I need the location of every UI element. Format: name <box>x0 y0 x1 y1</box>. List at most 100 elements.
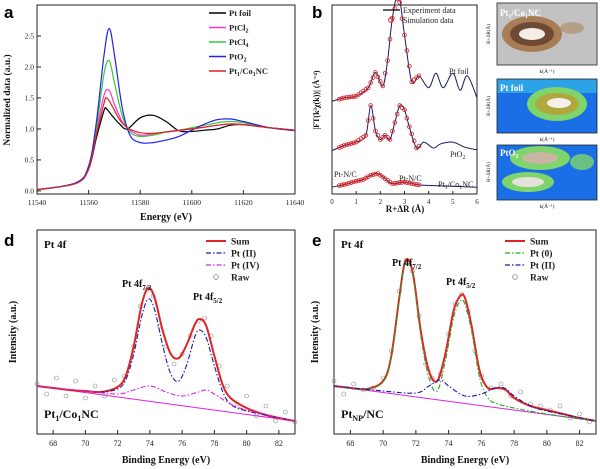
a-xtick-label-11560: 11560 <box>79 198 98 207</box>
b-sim-point-pt1-co1nc <box>416 182 422 188</box>
b-sim-point-pt1-co1nc <box>346 180 352 186</box>
b-sim-point-pt1-co1nc <box>368 172 373 178</box>
d-legend-label-sum: Sum <box>231 238 250 248</box>
panel-d-peak-2: Pt 4f5/2 <box>193 292 223 305</box>
b-sim-point-pt1-co1nc <box>361 177 366 182</box>
b-sim-point-pt-foil <box>382 70 388 76</box>
b-sim-point-pto2 <box>387 137 393 142</box>
heatmap-2-title: Pt foil <box>500 83 524 93</box>
b-xtick-label-2: 2 <box>379 198 383 206</box>
b-sim-point-pt-foil <box>385 58 390 63</box>
panel-d-title: Pt 4f <box>44 239 67 251</box>
a-ytick-label-1.5: 1.5 <box>25 93 35 102</box>
b-sim-point-pto2 <box>416 143 422 149</box>
e-legend-label-sum: Sum <box>530 238 549 248</box>
heatmap-2-xlabel: k(Å⁻¹) <box>540 135 555 143</box>
a-series-pt-foil <box>36 107 296 191</box>
b-xtick-label-0: 0 <box>330 198 334 206</box>
b-sim-point-pto2 <box>409 131 415 137</box>
e-xtick-label-82: 82 <box>576 439 584 448</box>
b-sim-point-pt-foil <box>378 79 383 84</box>
panel-a-legend: Pt foil PtCl2 PtCl4 PtO2 Pt1/Co1NC <box>209 8 268 78</box>
e-xtick-label-70: 70 <box>379 439 387 448</box>
a-xtick-label-11640: 11640 <box>286 198 305 207</box>
b-sim-point-pt-foil <box>370 75 376 80</box>
d-xtick-label-76: 76 <box>178 439 186 448</box>
b-sim-point-pt-foil <box>341 95 347 101</box>
b-sim-point-pt1-co1nc <box>353 178 359 184</box>
d-raw-point <box>224 383 230 389</box>
b-xtick-label-4: 4 <box>427 198 431 206</box>
d-legend-swatch-raw <box>213 274 219 280</box>
panel-letter-d: d <box>4 231 14 250</box>
d-xtick-label-72: 72 <box>114 439 122 448</box>
b-sim-point-pt-foil <box>387 36 393 42</box>
label-pt-n-c-left: Pt-N/C <box>334 170 357 179</box>
panel-e-xlabel: Binding Energy (eV) <box>421 455 509 466</box>
panel-d-sample: Pt1/Co1NC <box>44 407 99 423</box>
b-exp-pt1-co1nc <box>331 172 478 188</box>
panel-e-ticks: 68 70 72 74 76 78 80 82 <box>346 430 584 448</box>
a-xtick-label-11600: 11600 <box>183 198 202 207</box>
panel-b-lines <box>331 0 478 188</box>
b-sim-point-pt1-co1nc <box>411 181 417 187</box>
e-raw-point <box>518 389 523 395</box>
a-series-pto2 <box>36 27 296 191</box>
b-sim-point-pt1-co1nc <box>373 171 378 177</box>
b-sim-point-pt1-co1nc <box>409 181 415 186</box>
e-xtick-label-76: 76 <box>477 439 485 448</box>
b-sim-point-pt1-co1nc <box>356 178 361 183</box>
a-legend-label-pt-foil: Pt foil <box>229 8 252 18</box>
heatmap-3-peak-b <box>512 177 544 187</box>
e-series-pt-ii <box>333 379 597 422</box>
b-sim-point-pt1-co1nc <box>394 180 400 186</box>
b-sim-point-pto2 <box>411 138 417 144</box>
heatmap-pto2: PtO2 R+ΔR(Å) k(Å⁻¹) <box>486 144 598 210</box>
e-raw-point <box>498 381 504 387</box>
b-sim-point-pt1-co1nc <box>344 181 349 187</box>
e-raw-point <box>331 378 337 384</box>
d-raw-point <box>112 377 117 383</box>
heatmap-2-peak <box>547 98 571 108</box>
heatmap-1-title: Pt1/Co1NC <box>500 8 541 20</box>
b-sim-point-pt-foil <box>368 80 373 85</box>
d-raw-point <box>244 393 249 399</box>
heatmap-2-frame <box>496 78 598 134</box>
e-raw-point <box>557 403 563 409</box>
b-sim-point-pto2 <box>365 118 371 123</box>
panel-a-ylabel: Normalized data (a.u.) <box>2 54 13 145</box>
e-raw-point <box>351 381 356 387</box>
panel-e-title: Pt 4f <box>341 239 364 251</box>
panel-a-lines <box>36 27 296 191</box>
d-legend-label-raw: Raw <box>231 274 250 284</box>
b-sim-point-pto2 <box>344 142 349 148</box>
b-xtick-label-1: 1 <box>354 198 358 206</box>
b-sim-point-pt-foil <box>380 83 386 89</box>
b-sim-point-pt-foil <box>349 94 354 100</box>
d-series-pt-iv <box>36 385 296 422</box>
a-ytick-label-1: 1.0 <box>25 124 35 133</box>
panel-letter-e: e <box>312 231 321 250</box>
panel-letter-b: b <box>312 3 322 22</box>
d-raw-point <box>253 413 259 419</box>
a-legend-label-pt1-co1nc: Pt1/Co1NC <box>229 66 268 78</box>
e-xtick-label-68: 68 <box>346 439 354 448</box>
b-sim-point-pt-foil <box>346 94 352 100</box>
d-raw-point <box>144 287 149 293</box>
b-xtick-label-5: 5 <box>451 198 455 206</box>
b-sim-point-pto2 <box>349 141 354 146</box>
label-pt-n-c-right: Pt-N/C <box>399 174 422 183</box>
panel-e-peak-1: Pt 4f7/2 <box>392 258 422 271</box>
heatmap-3-peak-a <box>522 152 558 164</box>
panel-b-legend: Experiment data Simulation data <box>383 6 456 25</box>
a-series-ptcl4 <box>36 59 296 191</box>
d-raw-point <box>83 395 88 401</box>
b-sim-point-pt-foil <box>416 73 422 79</box>
b-sim-point-pto2 <box>363 133 369 138</box>
panel-d-ylabel: Intensity (a.u.) <box>8 301 19 364</box>
heatmap-3-ylabel: R+ΔR(Å) <box>486 162 492 182</box>
